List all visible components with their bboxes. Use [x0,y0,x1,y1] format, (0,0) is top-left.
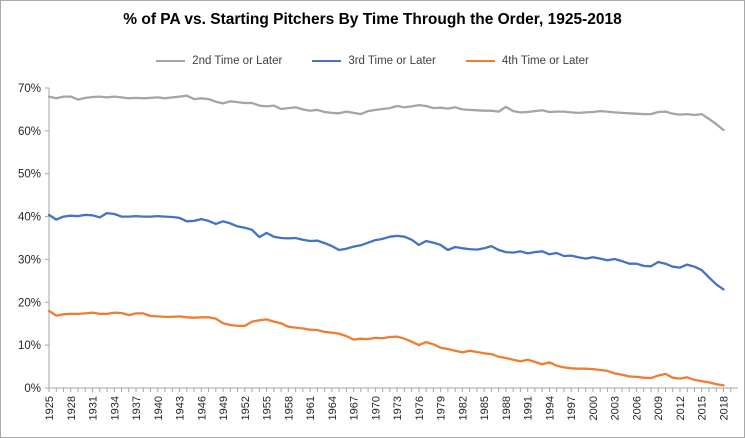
y-tick-label: 20% [18,297,41,309]
series-line-3rd [47,211,725,291]
x-tick-label: 1997 [566,396,578,420]
series-line-4th [47,309,725,387]
x-tick-label: 1970 [370,396,382,420]
x-tick-label: 1982 [457,396,469,420]
x-tick-label: 1925 [44,396,56,420]
x-tick-label: 1973 [392,396,404,420]
x-tick-label: 1994 [544,396,556,420]
y-tick-label: 40% [18,212,41,224]
x-tick-label: 2009 [653,396,665,420]
x-tick-label: 1940 [153,396,165,420]
x-tick-label: 1967 [349,396,361,420]
x-tick-label: 1928 [66,396,78,420]
y-tick-label: 50% [18,169,41,181]
x-tick-label: 1979 [436,396,448,420]
y-tick-label: 60% [18,126,41,138]
x-tick-label: 1943 [175,396,187,420]
x-tick-label: 1985 [479,396,491,420]
legend-swatch-3rd [312,60,342,62]
legend-item-3rd: 3rd Time or Later [312,55,436,67]
x-tick-label: 2015 [697,396,709,420]
x-tick-label: 1955 [262,396,274,420]
x-tick-label: 1934 [109,396,121,420]
legend-label-4th: 4th Time or Later [501,55,589,67]
x-tick-label: 2018 [719,396,731,420]
x-tick-label: 2003 [610,396,622,420]
x-tick-label: 1958 [283,396,295,420]
x-tick-label: 1964 [327,396,339,420]
legend-label-2nd: 2nd Time or Later [192,55,283,67]
y-tick-label: 10% [18,340,41,352]
x-tick-label: 1952 [240,396,252,420]
series-line-2nd [47,94,725,132]
x-tick-label: 1991 [523,396,535,420]
legend-item-2nd: 2nd Time or Later [156,55,282,67]
chart-title: % of PA vs. Starting Pitchers By Time Th… [123,11,622,28]
y-tick-label: 30% [18,254,41,266]
legend-swatch-4th [465,60,495,62]
x-tick-label: 1931 [88,396,100,420]
x-tick-label: 1976 [414,396,426,420]
legend-swatch-2nd [156,60,186,62]
x-tick-label: 1949 [218,396,230,420]
x-tick-label: 2012 [675,396,687,420]
x-tick-label: 1988 [501,396,513,420]
y-tick-label: 70% [18,83,41,95]
y-tick-label: 0% [24,383,41,395]
x-tick-label: 1946 [196,396,208,420]
x-tick-label: 2006 [631,396,643,420]
legend: 2nd Time or Later 3rd Time or Later 4th … [1,55,744,67]
x-tick-label: 1937 [131,396,143,420]
x-tick-label: 2000 [588,396,600,420]
legend-label-3rd: 3rd Time or Later [348,55,436,67]
x-tick-label: 1961 [305,396,317,420]
legend-item-4th: 4th Time or Later [465,55,589,67]
